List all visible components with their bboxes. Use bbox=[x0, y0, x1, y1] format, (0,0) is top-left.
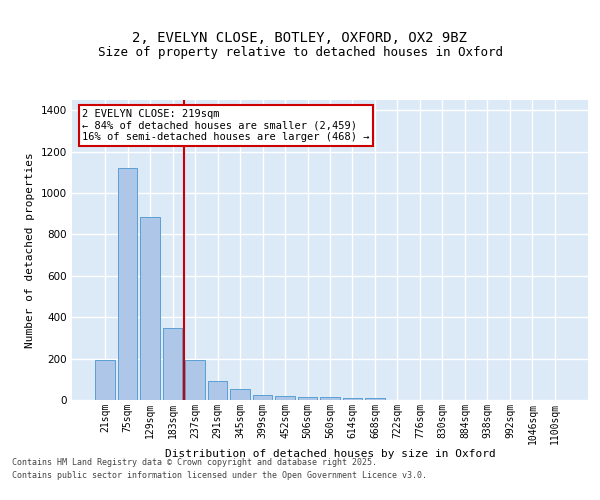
X-axis label: Distribution of detached houses by size in Oxford: Distribution of detached houses by size … bbox=[164, 450, 496, 460]
Bar bbox=[253, 396, 272, 400]
Bar bbox=[208, 382, 227, 400]
Bar bbox=[320, 397, 340, 400]
Y-axis label: Number of detached properties: Number of detached properties bbox=[25, 152, 35, 348]
Text: 2 EVELYN CLOSE: 219sqm
← 84% of detached houses are smaller (2,459)
16% of semi-: 2 EVELYN CLOSE: 219sqm ← 84% of detached… bbox=[82, 109, 370, 142]
Bar bbox=[275, 396, 295, 400]
Bar bbox=[298, 397, 317, 400]
Bar bbox=[343, 398, 362, 400]
Text: Size of property relative to detached houses in Oxford: Size of property relative to detached ho… bbox=[97, 46, 503, 59]
Bar bbox=[140, 217, 160, 400]
Bar bbox=[365, 398, 385, 400]
Bar bbox=[118, 168, 137, 400]
Bar bbox=[163, 328, 182, 400]
Bar bbox=[230, 388, 250, 400]
Bar bbox=[185, 360, 205, 400]
Text: Contains public sector information licensed under the Open Government Licence v3: Contains public sector information licen… bbox=[12, 472, 427, 480]
Text: Contains HM Land Registry data © Crown copyright and database right 2025.: Contains HM Land Registry data © Crown c… bbox=[12, 458, 377, 467]
Bar bbox=[95, 360, 115, 400]
Text: 2, EVELYN CLOSE, BOTLEY, OXFORD, OX2 9BZ: 2, EVELYN CLOSE, BOTLEY, OXFORD, OX2 9BZ bbox=[133, 30, 467, 44]
